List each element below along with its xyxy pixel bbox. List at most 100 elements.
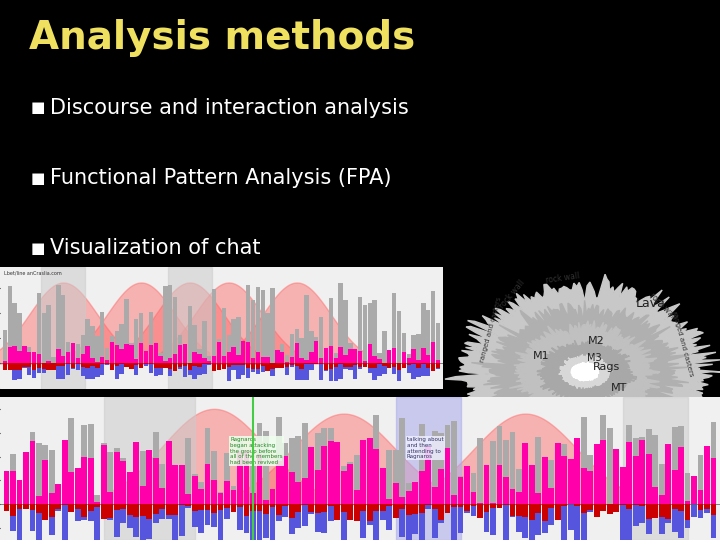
Bar (343, 355, 348, 363)
Bar (386, 498, 392, 504)
Bar (105, 363, 109, 365)
Bar (464, 479, 470, 504)
Bar (588, 504, 593, 510)
Bar (366, 504, 373, 525)
Bar (127, 504, 132, 515)
Bar (224, 504, 230, 518)
Bar (575, 438, 580, 504)
Bar (413, 504, 418, 515)
Bar (198, 504, 204, 533)
Bar (386, 450, 392, 504)
Bar (68, 472, 74, 504)
Bar (613, 504, 619, 509)
Bar (665, 504, 671, 519)
Bar (438, 434, 444, 504)
Bar (368, 363, 372, 368)
Bar (386, 504, 392, 530)
Bar (71, 343, 75, 363)
Bar (568, 504, 574, 530)
Text: rock wall: rock wall (648, 291, 678, 322)
Bar (263, 504, 269, 538)
Bar (192, 504, 197, 511)
Text: CP1: CP1 (639, 396, 663, 409)
Bar (7, 286, 12, 363)
Bar (114, 363, 119, 366)
Bar (341, 466, 347, 504)
Text: rock wall: rock wall (498, 279, 526, 310)
Bar (109, 363, 114, 370)
Bar (71, 345, 75, 363)
Bar (402, 363, 406, 368)
Bar (353, 363, 357, 379)
Bar (646, 429, 652, 504)
Bar (90, 363, 94, 366)
Bar (295, 436, 301, 504)
Bar (321, 504, 328, 511)
Bar (341, 504, 347, 540)
Bar (12, 303, 17, 363)
Bar (419, 423, 425, 504)
Bar (86, 319, 90, 363)
Bar (328, 428, 334, 504)
Bar (497, 504, 503, 508)
Bar (231, 347, 235, 363)
Bar (140, 504, 145, 540)
Bar (382, 331, 387, 363)
Bar (639, 504, 645, 523)
Bar (261, 363, 265, 372)
Bar (163, 286, 168, 363)
Bar (266, 313, 270, 363)
Bar (62, 440, 68, 504)
Bar (217, 363, 221, 368)
Bar (594, 504, 600, 517)
Bar (30, 441, 35, 504)
Bar (61, 295, 66, 363)
Bar (230, 504, 236, 510)
Bar (377, 363, 382, 376)
Bar (503, 504, 509, 540)
Bar (163, 363, 168, 367)
Bar (315, 504, 320, 513)
Bar (224, 453, 230, 504)
Bar (419, 471, 425, 504)
Bar (594, 450, 600, 504)
Bar (204, 428, 210, 504)
Bar (179, 504, 184, 505)
Bar (51, 363, 55, 370)
Bar (436, 322, 440, 363)
Bar (294, 363, 299, 366)
Bar (269, 504, 275, 507)
Bar (212, 363, 216, 370)
Bar (178, 345, 182, 363)
Bar (27, 363, 32, 367)
Bar (360, 457, 366, 504)
Bar (338, 284, 343, 363)
Bar (51, 363, 55, 365)
Bar (289, 363, 294, 366)
Bar (163, 361, 168, 363)
Bar (42, 460, 48, 504)
Bar (127, 475, 132, 504)
Bar (523, 481, 528, 504)
Bar (490, 442, 496, 504)
Bar (159, 504, 165, 519)
Bar (387, 363, 392, 365)
Bar (17, 504, 22, 540)
Bar (168, 363, 173, 369)
Bar (451, 504, 457, 507)
Bar (114, 504, 120, 510)
Bar (42, 504, 48, 511)
Bar (523, 443, 528, 504)
Bar (256, 363, 260, 374)
Bar (224, 481, 230, 504)
Bar (183, 351, 187, 363)
Bar (4, 471, 9, 504)
Bar (42, 363, 46, 373)
Bar (66, 363, 71, 375)
Bar (55, 504, 61, 511)
Bar (324, 363, 328, 370)
Bar (207, 361, 212, 363)
Bar (406, 504, 412, 540)
Bar (308, 504, 314, 514)
Bar (192, 363, 197, 379)
